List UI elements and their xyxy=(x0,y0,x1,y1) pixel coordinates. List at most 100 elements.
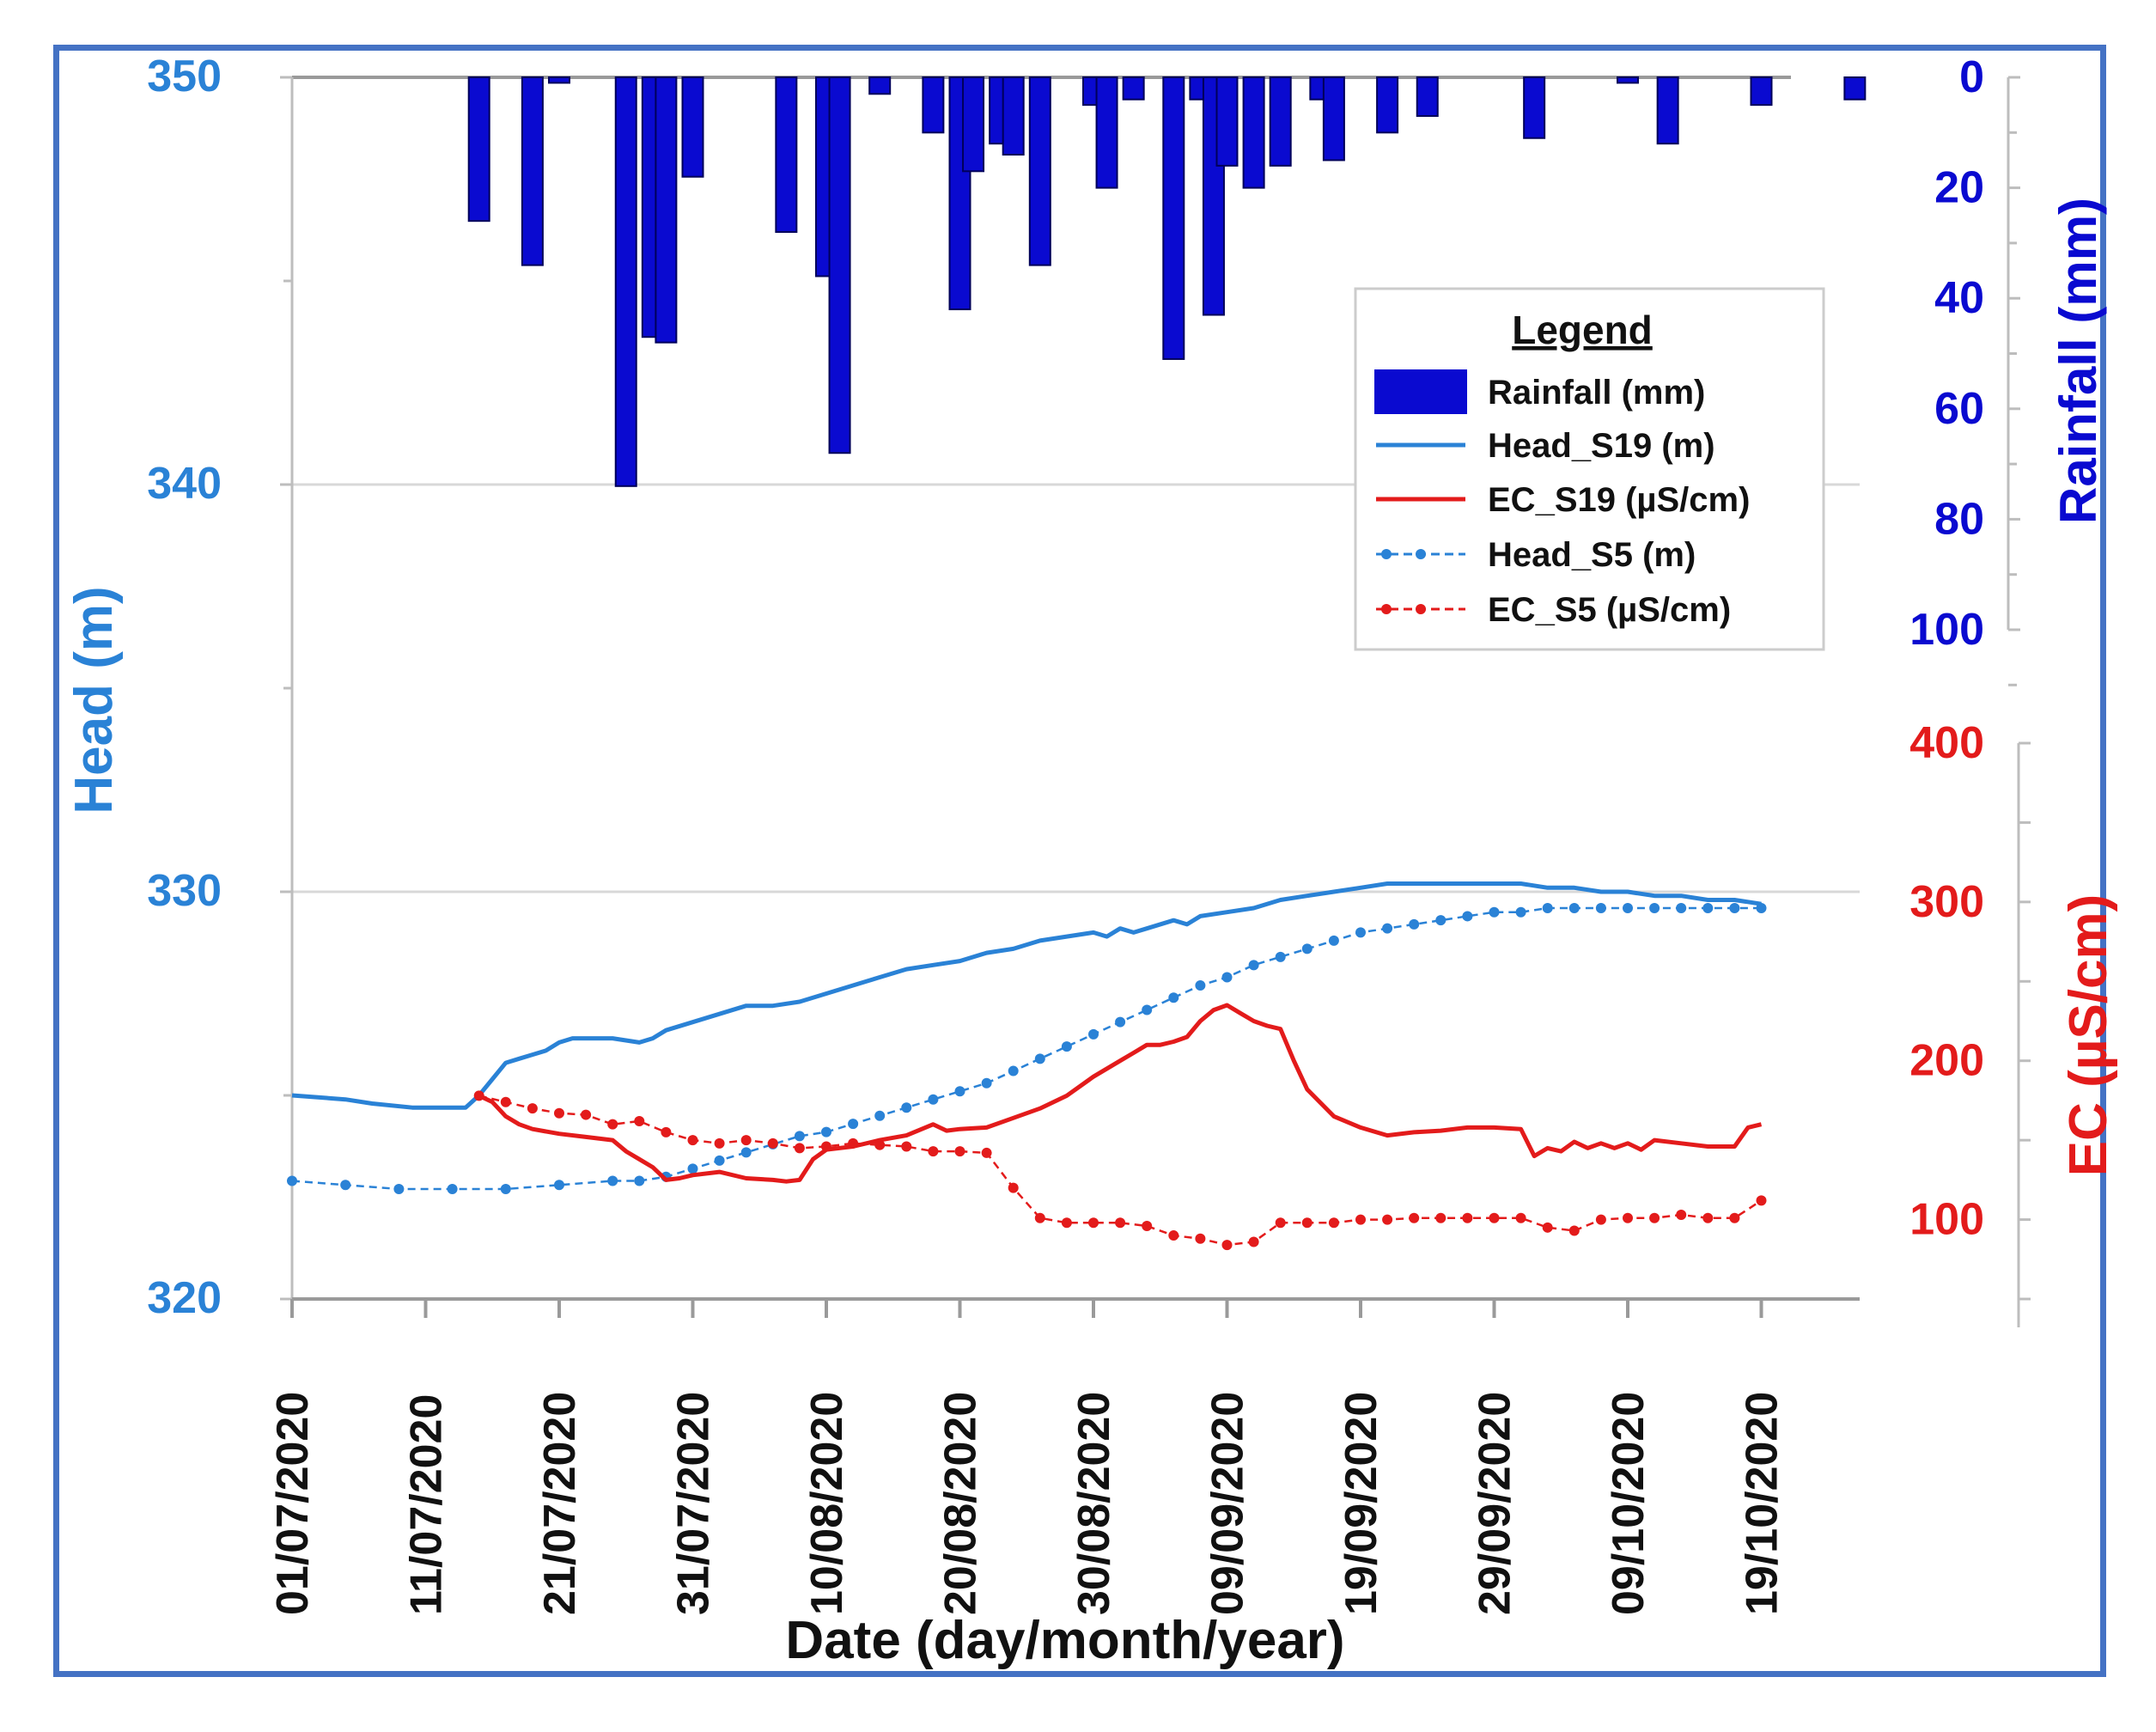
head-s5-point-37 xyxy=(1435,915,1446,926)
ec-s5-point-26 xyxy=(1168,1230,1179,1241)
rainfall-axis-label: Rainfall (mm) xyxy=(2049,198,2107,524)
head-s5-point-13 xyxy=(794,1131,805,1142)
ec-s5-point-9 xyxy=(714,1137,725,1149)
head-s5-point-40 xyxy=(1515,906,1526,918)
x-tick-label-0: 01/07/2020 xyxy=(268,1392,318,1615)
head-s5-point-44 xyxy=(1623,902,1633,913)
x-tick-label-11: 19/10/2020 xyxy=(1738,1392,1788,1615)
head-s5-point-6 xyxy=(607,1175,618,1186)
head-s5-point-34 xyxy=(1355,927,1366,938)
series-lines xyxy=(287,881,1767,1251)
head-tick-label-320: 320 xyxy=(147,1273,222,1323)
head-s5-point-15 xyxy=(848,1119,859,1130)
legend: Legend Rainfall (mm) Head_S19 (m) EC_S19… xyxy=(1354,287,1825,651)
rainfall-tick-label-20: 20 xyxy=(1934,163,1984,213)
head-s5-point-33 xyxy=(1328,935,1339,946)
head-s5-point-11 xyxy=(740,1147,752,1158)
ec-s5-point-3 xyxy=(554,1107,564,1119)
rainfall-tick-label-40: 40 xyxy=(1934,273,1984,323)
x-tick-label-6: 30/08/2020 xyxy=(1069,1392,1119,1615)
rainfall-tick-label-0: 0 xyxy=(1959,52,1984,102)
head-s5-point-25 xyxy=(1115,1016,1126,1028)
rainfall-bar-23 xyxy=(1215,76,1239,167)
rainfall-bar-11 xyxy=(922,76,945,134)
head-s5-point-41 xyxy=(1542,902,1553,913)
rainfall-bar-19 xyxy=(1122,76,1145,101)
ec-s5-point-37 xyxy=(1462,1212,1473,1223)
x-tick-label-3: 31/07/2020 xyxy=(669,1392,719,1615)
ec-tick-label-200: 200 xyxy=(1909,1036,1984,1086)
head-s5-line xyxy=(291,906,1762,1191)
ec-s5-point-29 xyxy=(1248,1236,1259,1247)
ec-s5-point-41 xyxy=(1568,1225,1580,1236)
ec-s5-point-21 xyxy=(1034,1212,1045,1223)
rainfall-bar-7 xyxy=(775,76,798,234)
legend-swatch-ec-s5 xyxy=(1376,604,1465,614)
head-s5-point-24 xyxy=(1088,1028,1099,1040)
head-tick-label-340: 340 xyxy=(147,459,222,509)
legend-label-ec-s19: EC_S19 (µS/cm) xyxy=(1488,481,1750,519)
head-s5-point-18 xyxy=(928,1094,939,1105)
head-s5-point-23 xyxy=(1061,1041,1072,1052)
ec-s5-point-47 xyxy=(1729,1212,1740,1223)
rainfall-bar-6 xyxy=(681,76,704,178)
legend-label-head-s19: Head_S19 (m) xyxy=(1488,427,1715,465)
ec-s5-point-16 xyxy=(901,1141,912,1152)
ec-s5-point-33 xyxy=(1355,1214,1366,1225)
head-s5-point-17 xyxy=(901,1102,912,1113)
head-s5-point-9 xyxy=(687,1163,698,1174)
ec-s5-point-39 xyxy=(1515,1212,1526,1223)
ec-s5-point-12 xyxy=(794,1143,805,1154)
ec-s5-point-44 xyxy=(1649,1212,1660,1223)
x-tick-label-2: 21/07/2020 xyxy=(535,1392,585,1615)
ec-s5-point-25 xyxy=(1142,1220,1153,1231)
ec-s5-point-42 xyxy=(1595,1214,1606,1225)
rainfall-bars xyxy=(467,76,1867,487)
ec-s5-point-4 xyxy=(581,1109,592,1120)
rainfall-bar-16 xyxy=(1028,76,1051,266)
ec-s5-point-30 xyxy=(1275,1217,1286,1229)
x-tick-label-5: 20/08/2020 xyxy=(936,1392,986,1615)
head-s5-point-1 xyxy=(340,1180,351,1191)
ec-s5-point-28 xyxy=(1221,1240,1233,1251)
legend-swatch-rainfall xyxy=(1374,369,1467,414)
head-s5-point-0 xyxy=(287,1175,297,1186)
ec-s5-point-13 xyxy=(821,1141,831,1152)
ec-s19-line xyxy=(478,1003,1763,1184)
rainfall-bar-29 xyxy=(1416,76,1439,118)
rainfall-tick-label-100: 100 xyxy=(1909,605,1984,655)
x-tick-label-7: 09/09/2020 xyxy=(1203,1392,1253,1615)
x-tick-label-8: 19/09/2020 xyxy=(1337,1392,1386,1615)
head-s5-point-46 xyxy=(1676,902,1687,913)
ec-tick-label-300: 300 xyxy=(1909,877,1984,927)
legend-label-ec-s5: EC_S5 (µS/cm) xyxy=(1488,591,1731,629)
rainfall-bar-9 xyxy=(828,76,851,454)
ec-s5-point-8 xyxy=(687,1135,698,1146)
legend-label-head-s5: Head_S5 (m) xyxy=(1488,536,1696,574)
rainfall-bar-28 xyxy=(1376,76,1399,134)
rainfall-bar-10 xyxy=(868,76,892,95)
ec-s5-point-27 xyxy=(1195,1233,1206,1244)
head-s5-point-49 xyxy=(1756,902,1767,913)
ec-s5-point-11 xyxy=(767,1137,778,1149)
ec-s5-point-36 xyxy=(1435,1212,1446,1223)
ec-axis-label: EC (µS/cm) xyxy=(2059,894,2118,1177)
ec-s5-point-43 xyxy=(1623,1212,1633,1223)
rainfall-bar-31 xyxy=(1617,76,1639,84)
head-s5-point-35 xyxy=(1382,923,1393,934)
head-s5-point-4 xyxy=(500,1184,511,1195)
head-s5-point-36 xyxy=(1409,918,1420,930)
legend-title: Legend xyxy=(1512,308,1653,352)
x-tick-label-9: 29/09/2020 xyxy=(1471,1392,1520,1615)
head-s5-point-5 xyxy=(554,1180,564,1191)
ec-s5-point-40 xyxy=(1542,1222,1553,1233)
head-s5-point-20 xyxy=(981,1077,992,1089)
head-s5-point-32 xyxy=(1301,943,1312,954)
rainfall-bar-34 xyxy=(1843,76,1867,101)
ec-tick-label-100: 100 xyxy=(1909,1195,1984,1245)
x-axis-label: Date (day/month/year) xyxy=(785,1611,1344,1670)
rainfall-bar-25 xyxy=(1269,76,1292,167)
head-s5-point-39 xyxy=(1489,906,1500,918)
ec-s5-point-38 xyxy=(1489,1212,1500,1223)
